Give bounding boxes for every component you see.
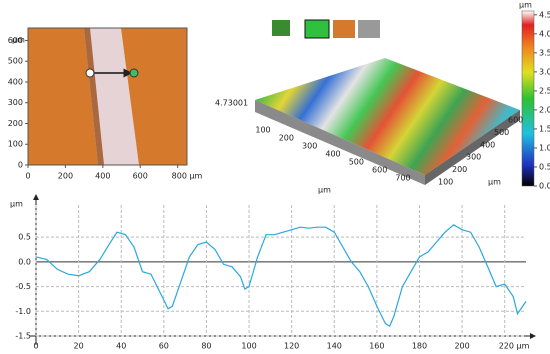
x-tick-label: 800 µm <box>172 172 203 181</box>
surface-plot <box>255 19 520 185</box>
x-tick-label: 140 <box>327 342 342 351</box>
y-tick-label: 4.5 <box>539 10 550 19</box>
y-tick-label: 4.0 <box>539 29 550 38</box>
x-axis-label: µm <box>318 186 331 195</box>
x-tick-label: 120 <box>284 342 299 351</box>
x-tick-label: 200 <box>279 134 294 143</box>
y-tick-label: 2.5 <box>539 86 550 95</box>
x-tick-label: 0 <box>33 342 38 351</box>
x-tick-label: 600 <box>133 172 148 181</box>
y-tick-label: 1.0 <box>539 143 550 152</box>
thumb[interactable] <box>333 20 355 38</box>
y-tick-label: 200 <box>8 119 23 128</box>
x-tick-label: 80 <box>201 342 211 351</box>
x-tick-label: 20 <box>74 342 84 351</box>
x-tick-label: 300 <box>302 142 317 151</box>
x-tick-label: 0 <box>25 172 30 181</box>
y-tick-label: 3.0 <box>539 67 550 76</box>
y-tick-label: 500 <box>494 128 509 137</box>
thumb[interactable] <box>358 20 380 38</box>
y-tick-label: -0.5 <box>15 282 31 291</box>
x-tick-label: 160 <box>369 342 384 351</box>
y-tick-label: 100 <box>8 140 23 149</box>
y-axis-label: µm <box>10 200 23 209</box>
y-tick-label: 0.5 <box>539 162 550 171</box>
y-tick-label: 2.0 <box>539 105 550 114</box>
y-tick-label: 0.5 <box>18 233 31 242</box>
x-tick-label: 700 <box>395 174 410 183</box>
y-tick-label: 400 <box>480 140 495 149</box>
x-tick-label: 100 <box>241 342 256 351</box>
y-tick-label: 600 <box>8 36 23 45</box>
colorbar <box>521 10 535 187</box>
x-tick-label: 400 <box>95 172 110 181</box>
y-tick-label: 3.5 <box>539 48 550 57</box>
y-tick-label: 400 <box>8 77 23 86</box>
x-tick-label: 600 <box>372 166 387 175</box>
y-tick-label: 300 <box>466 153 481 162</box>
x-tick-label: 60 <box>159 342 169 351</box>
x-tick-label: 180 <box>412 342 427 351</box>
y-tick-label: -1.0 <box>15 307 31 316</box>
thumb[interactable] <box>272 20 290 36</box>
thumb[interactable] <box>304 19 330 39</box>
x-tick-label: 200 <box>58 172 73 181</box>
micrograph <box>27 27 188 166</box>
y-tick-label: 300 <box>8 98 23 107</box>
x-tick-label: 200 <box>454 342 469 351</box>
y-tick-label: 1.5 <box>539 124 550 133</box>
x-tick-label: 40 <box>116 342 126 351</box>
x-tick-label: 100 <box>255 126 270 135</box>
colorbar-unit: µm <box>519 1 532 10</box>
profile-line <box>35 224 527 327</box>
y-axis-label: µm <box>12 36 25 45</box>
y-tick-label: 500 <box>8 57 23 66</box>
y-tick-label: 200 <box>452 165 467 174</box>
y-tick-label: 0.0 <box>539 182 550 191</box>
y-axis-label: µm <box>488 178 501 187</box>
x-tick-label: 220 µm <box>499 342 530 351</box>
y-tick-label: -1.5 <box>15 332 31 341</box>
z-label: 4.73001 <box>215 99 248 108</box>
y-tick-label: 100 <box>438 178 453 187</box>
x-tick-label: 500 <box>349 158 364 167</box>
y-tick-label: 0.0 <box>18 257 31 266</box>
x-tick-label: 400 <box>325 150 340 159</box>
y-tick-label: 600 <box>508 116 523 125</box>
y-tick-label: 0 <box>18 161 23 170</box>
